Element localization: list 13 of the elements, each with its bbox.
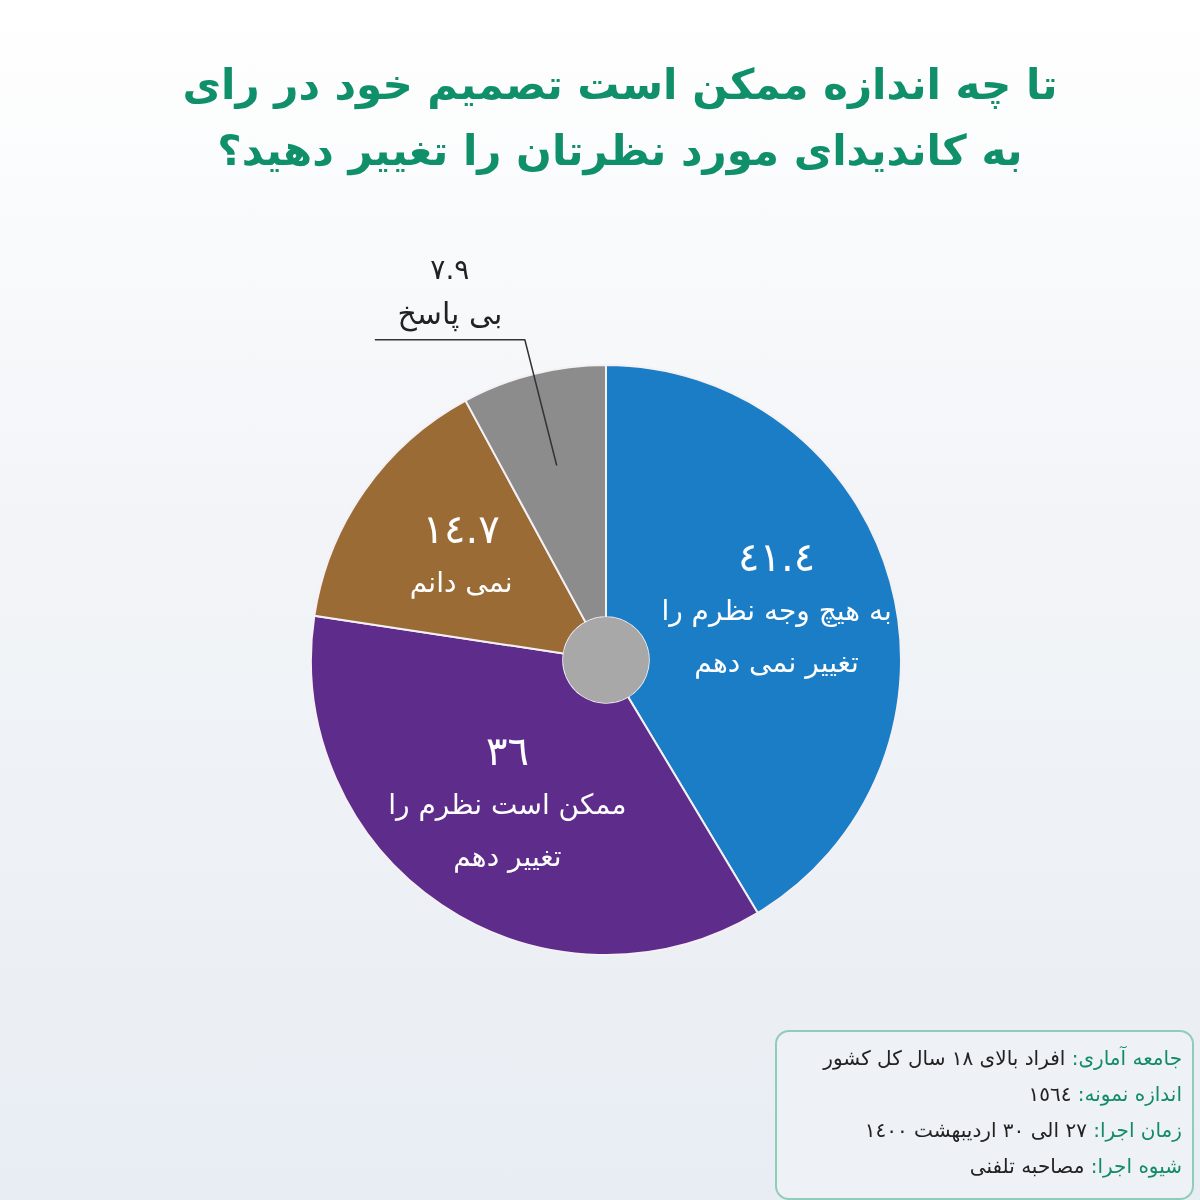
data-label: ٣٦: [485, 728, 529, 775]
slice-label: بی پاسخ: [397, 295, 503, 332]
data-label: ٧.٩: [430, 253, 470, 286]
slice-label: به هیچ وجه نظرم را تغییر نمی دهم: [661, 594, 892, 680]
chart-title: تا چه اندازه ممکن است تصمیم خود در رای به کاندیدای مورد نظرتان را تغییر دهید؟: [181, 59, 1059, 178]
text: شیوه اجرا: مصاحبه تلفنی: [969, 1154, 1182, 1178]
text: اندازه نمونه: ١٥٦٤: [1028, 1082, 1182, 1106]
text: جامعه آماری: افراد بالای ١٨ سال کل کشور: [823, 1046, 1182, 1070]
slice-label: نمی دانم: [409, 565, 513, 599]
text: زمان اجرا: ٢٧ الی ٣٠ اردیبهشت ١٤٠٠: [864, 1118, 1182, 1142]
data-label: ١٤.٧: [422, 505, 500, 552]
slice-label: ممکن است نظرم را تغییر دهم: [388, 788, 627, 874]
data-label: ٤١.٤: [737, 534, 816, 581]
